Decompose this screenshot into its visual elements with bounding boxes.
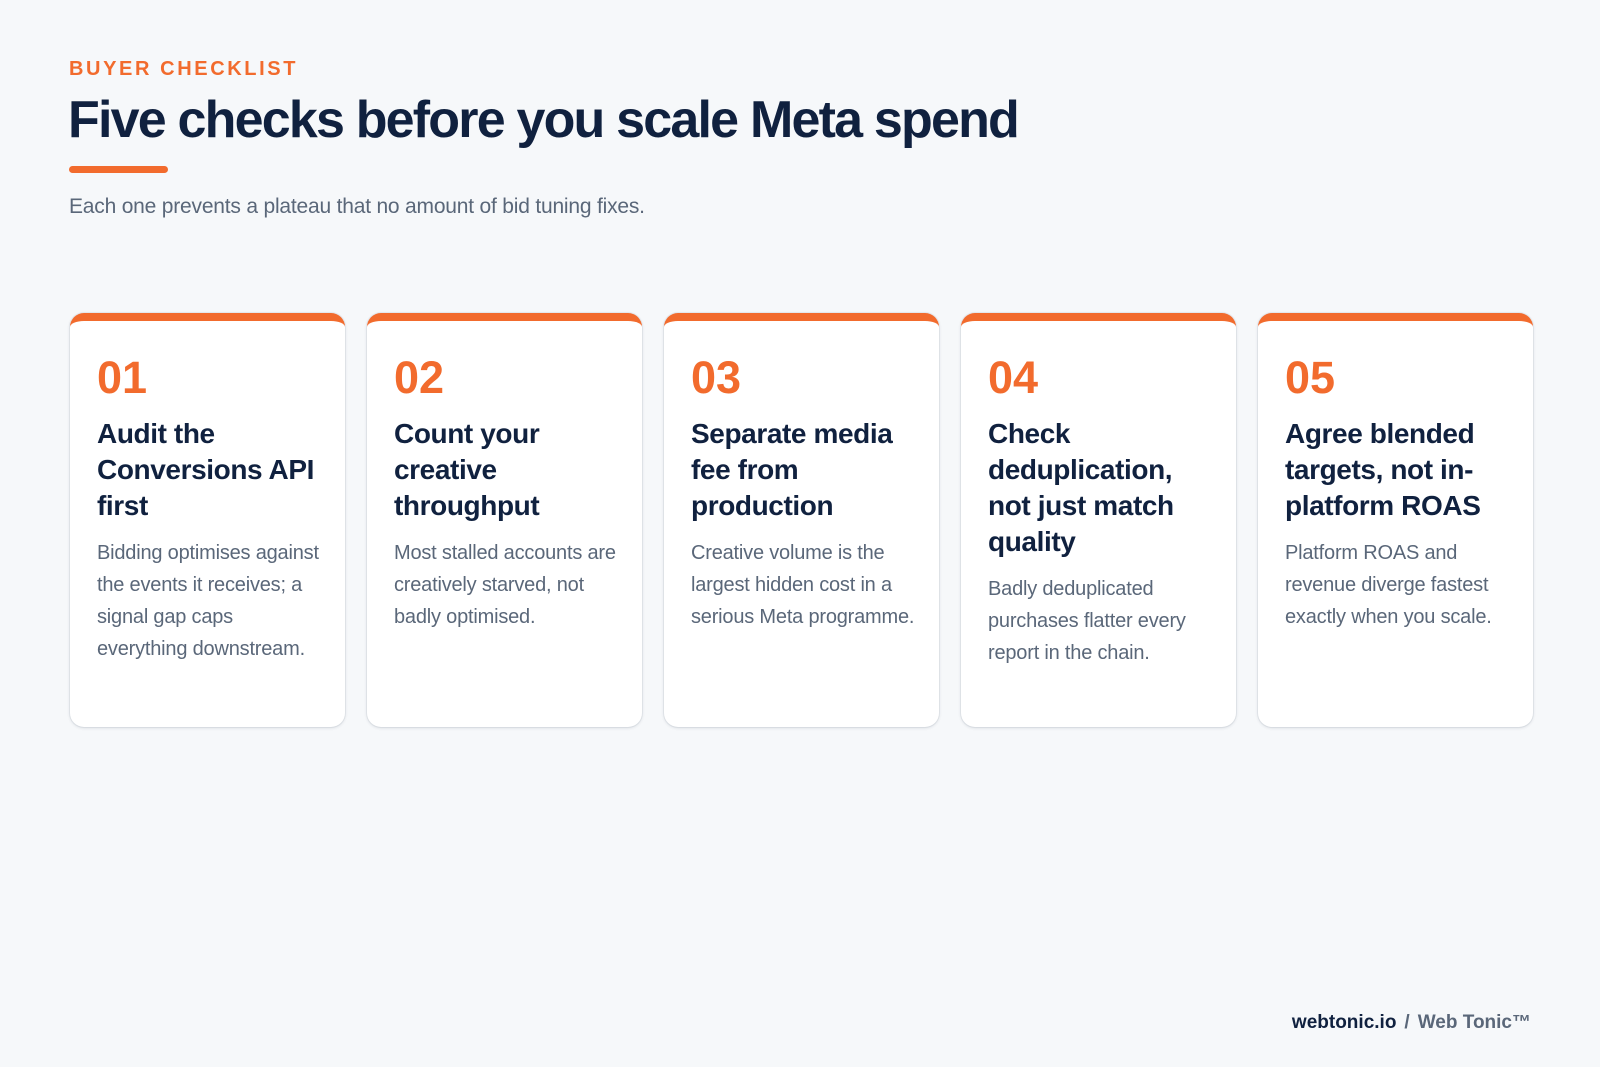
footer-domain: webtonic.io bbox=[1291, 1012, 1397, 1033]
footer-credit: webtonic.io / Web Tonic™ bbox=[1292, 1012, 1531, 1034]
card-number: 04 bbox=[988, 352, 1039, 403]
footer-separator: / bbox=[1404, 1012, 1410, 1033]
card-title: Audit the Conversions API first bbox=[97, 418, 315, 521]
card-description: Most stalled accounts are creatively sta… bbox=[394, 542, 616, 628]
card-title: Check deduplication, not just match qual… bbox=[988, 418, 1174, 557]
card-number: 03 bbox=[691, 352, 742, 403]
checklist-card-03: 03 Separate media fee from production Cr… bbox=[664, 313, 939, 727]
card-description: Badly deduplicated purchases flatter eve… bbox=[988, 578, 1186, 664]
checklist-card-01: 01 Audit the Conversions API first Biddi… bbox=[70, 313, 345, 727]
card-title: Agree blended targets, not in-platform R… bbox=[1285, 418, 1481, 521]
page-subtitle: Each one prevents a plateau that no amou… bbox=[69, 195, 645, 218]
card-number: 02 bbox=[394, 352, 445, 403]
card-title: Count your creative throughput bbox=[394, 418, 540, 521]
card-number: 01 bbox=[97, 352, 148, 403]
checklist-cards: 01 Audit the Conversions API first Biddi… bbox=[70, 313, 1533, 727]
checklist-card-02: 02 Count your creative throughput Most s… bbox=[367, 313, 642, 727]
card-description: Platform ROAS and revenue diverge fastes… bbox=[1285, 542, 1492, 628]
checklist-card-05: 05 Agree blended targets, not in-platfor… bbox=[1258, 313, 1533, 727]
card-number: 05 bbox=[1285, 352, 1336, 403]
page-title: Five checks before you scale Meta spend bbox=[68, 91, 1020, 149]
card-description: Creative volume is the largest hidden co… bbox=[691, 542, 915, 628]
checklist-card-04: 04 Check deduplication, not just match q… bbox=[961, 313, 1236, 727]
title-underline bbox=[69, 166, 168, 173]
card-description: Bidding optimises against the events it … bbox=[97, 542, 319, 660]
card-title: Separate media fee from production bbox=[691, 418, 893, 521]
footer-brand: Web Tonic™ bbox=[1417, 1012, 1531, 1033]
eyebrow-label: BUYER CHECKLIST bbox=[69, 58, 299, 80]
